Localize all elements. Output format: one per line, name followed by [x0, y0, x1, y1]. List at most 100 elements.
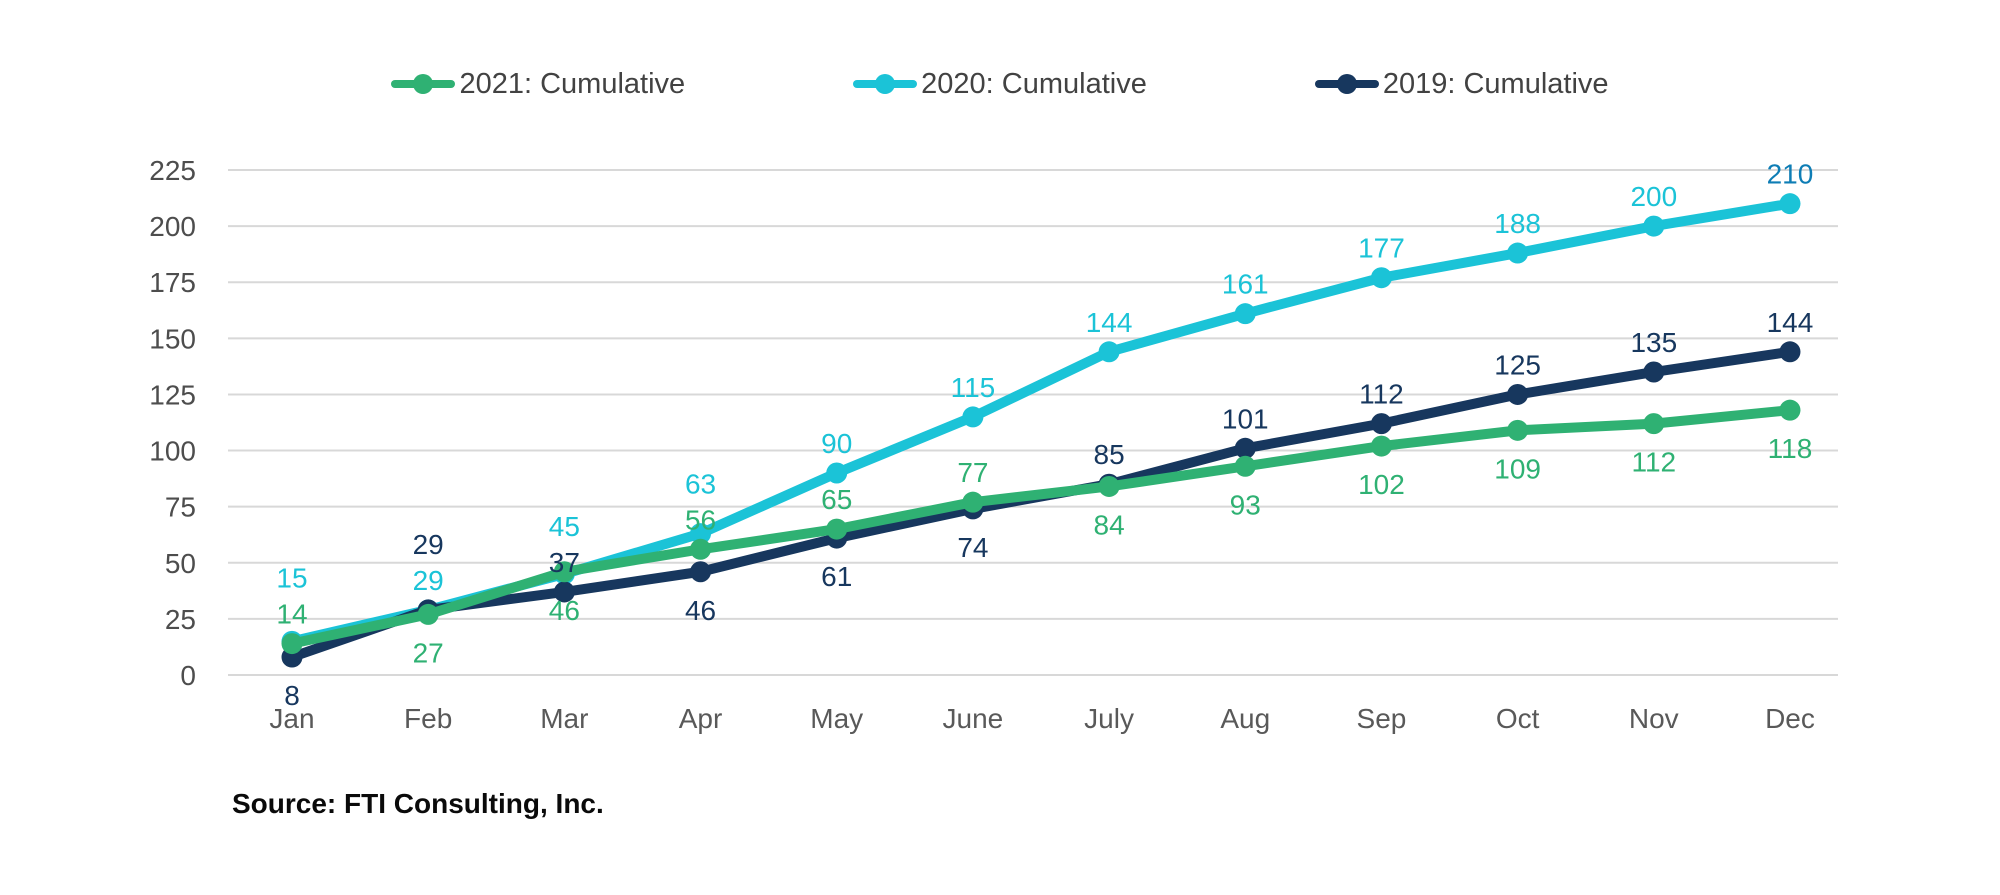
data-label: 200	[1630, 181, 1677, 212]
month-label: July	[1084, 703, 1134, 734]
data-point	[690, 523, 712, 545]
y-tick-label: 200	[149, 211, 196, 242]
data-label: 14	[276, 599, 307, 630]
data-point	[1234, 303, 1256, 325]
data-point	[1507, 242, 1529, 264]
legend-dot	[413, 74, 434, 94]
data-point	[1643, 413, 1665, 435]
legend-item-2021: 2021: Cumulative	[391, 66, 685, 102]
series-2021	[281, 399, 1801, 655]
data-label: 29	[413, 565, 444, 596]
month-label: Nov	[1629, 703, 1679, 734]
data-point	[690, 561, 712, 583]
legend-line-dot-icon	[1314, 73, 1379, 95]
data-label: 84	[1094, 509, 1125, 540]
data-label: 45	[549, 511, 580, 542]
data-point	[1098, 341, 1120, 363]
data-point	[1370, 413, 1392, 435]
legend-line-dot-icon	[391, 73, 456, 95]
data-label: 115	[951, 372, 996, 403]
series-line	[287, 346, 1795, 663]
data-label: 56	[685, 504, 716, 535]
x-axis-labels: Jan Feb Mar Apr May June July Aug Sep Oct Nov Dec	[269, 703, 1814, 734]
data-point	[553, 561, 575, 583]
data-point	[1098, 475, 1120, 497]
data-label: 46	[549, 595, 580, 626]
legend-dot	[875, 74, 896, 94]
y-gridlines	[228, 169, 1838, 676]
y-tick-label: 100	[149, 436, 196, 467]
y-tick-label: 0	[180, 660, 196, 691]
data-label: 63	[685, 468, 716, 499]
data-label: 29	[413, 529, 444, 560]
chart-legend: 2021: Cumulative 2020: Cumulative 2019: Cu…	[0, 66, 2000, 102]
data-point	[1643, 361, 1665, 383]
data-label: 161	[1222, 269, 1269, 300]
data-label: 177	[1358, 233, 1405, 264]
data-label: 118	[1768, 433, 1813, 464]
data-label: 74	[957, 532, 988, 563]
data-label: 77	[957, 457, 988, 488]
data-label: 112	[1631, 447, 1676, 478]
data-point	[1779, 193, 1801, 215]
data-point	[553, 581, 575, 603]
data-label: 15	[276, 563, 307, 594]
month-label: Sep	[1357, 703, 1407, 734]
data-label: 27	[413, 637, 444, 668]
data-point	[417, 603, 439, 625]
y-tick-label: 50	[165, 548, 196, 579]
month-label: Apr	[679, 703, 723, 734]
data-labels: 14 15 8 29 29 27 37 45 46 56 63 46 65 90 61 77 115 74 85 14…	[276, 159, 1813, 711]
data-point	[826, 462, 848, 484]
y-tick-label: 150	[149, 323, 196, 354]
month-label: May	[810, 703, 863, 734]
data-label: 46	[685, 595, 716, 626]
y-tick-label: 225	[149, 155, 196, 186]
legend-label: 2020: Cumulative	[921, 68, 1147, 100]
data-point	[1370, 435, 1392, 457]
month-label: Aug	[1220, 703, 1270, 734]
data-label: 65	[821, 484, 852, 515]
data-point	[1234, 437, 1256, 459]
legend-label: 2019: Cumulative	[1382, 68, 1609, 100]
data-point	[690, 538, 712, 560]
data-label: 90	[821, 428, 852, 459]
legend-label: 2021: Cumulative	[459, 68, 686, 100]
data-label: 85	[1094, 439, 1125, 470]
month-label: Jan	[269, 703, 314, 734]
y-tick-label: 175	[149, 267, 196, 298]
data-label: 37	[549, 547, 580, 578]
data-label: 109	[1494, 453, 1541, 484]
data-point	[826, 518, 848, 540]
data-label: 112	[1359, 379, 1404, 410]
data-point	[962, 491, 984, 513]
data-point	[1507, 419, 1529, 441]
data-label: 93	[1230, 489, 1261, 520]
y-tick-label: 125	[149, 379, 196, 410]
legend-dot	[1336, 74, 1357, 94]
data-point	[962, 406, 984, 428]
data-point	[1234, 455, 1256, 477]
source-note: Source: FTI Consulting, Inc.	[232, 788, 604, 819]
data-label: 188	[1494, 208, 1541, 239]
data-point	[1779, 341, 1801, 363]
month-label: Dec	[1765, 703, 1815, 734]
data-label: 135	[1630, 327, 1677, 358]
data-label: 125	[1494, 349, 1541, 380]
data-point	[1507, 383, 1529, 405]
month-label: June	[943, 703, 1004, 734]
data-label: 144	[1767, 307, 1814, 338]
data-label: 210	[1767, 159, 1814, 190]
series-line	[287, 405, 1795, 649]
legend-item-2019: 2019: Cumulative	[1314, 66, 1609, 102]
data-label: 101	[1222, 403, 1269, 434]
data-label: 61	[821, 561, 852, 592]
month-label: Feb	[404, 703, 452, 734]
data-label: 102	[1358, 469, 1405, 500]
data-point	[1779, 399, 1801, 421]
legend-line-dot-icon	[853, 73, 918, 95]
data-point	[1370, 267, 1392, 289]
data-label: 144	[1086, 307, 1133, 338]
